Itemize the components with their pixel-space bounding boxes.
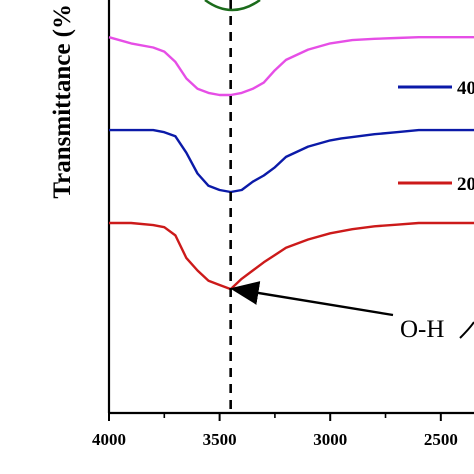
x-tick-label-4000: 4000 [92,430,126,449]
y-axis-title: Transmittance (% [49,4,76,199]
series-line-2 [109,128,474,194]
oh-label-tail [459,321,474,339]
oh-arrow [229,281,394,317]
legend: 40 20 [398,78,474,195]
x-tick-label-2500: 2500 [424,430,458,449]
oh-annotation: O-H [229,281,474,343]
series-line-3 [109,221,474,291]
x-tick-label-3500: 3500 [203,430,237,449]
x-ticks [108,413,442,421]
series-line-1 [108,36,474,97]
x-tick-label-3000: 3000 [313,430,347,449]
x-tick-labels: 4000 3500 3000 2500 [92,430,458,449]
series-group [108,36,474,291]
top-arc-marker [204,0,261,12]
legend-label-40: 40 [457,78,474,99]
legend-label-20: 20 [457,174,474,195]
oh-label: O-H [400,316,444,343]
